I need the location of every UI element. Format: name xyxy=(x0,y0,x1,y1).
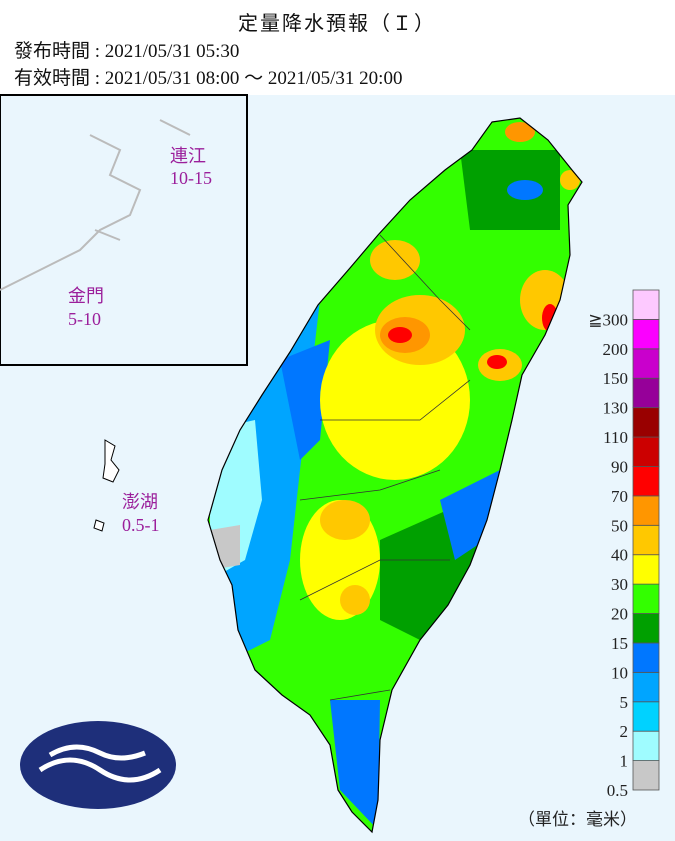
legend-swatch xyxy=(632,407,660,438)
legend-label: 200 xyxy=(603,340,629,359)
island-range: 0.5-1 xyxy=(122,515,160,535)
legend: 0.5 1 2 5 10 15 20 30 40 50 70 90 110 130 150 200 ≧300 xyxy=(588,289,660,800)
inset-box xyxy=(0,94,248,366)
legend-swatch xyxy=(632,436,660,467)
legend-label: 20 xyxy=(611,605,628,624)
legend-swatch xyxy=(632,554,660,585)
legend-label: 2 xyxy=(620,722,629,741)
legend-swatch xyxy=(632,760,660,791)
legend-label: 1 xyxy=(620,752,629,771)
island-name: 澎湖 xyxy=(122,492,158,512)
legend-label: 90 xyxy=(611,457,628,476)
legend-swatch xyxy=(632,524,660,556)
legend-label: 0.5 xyxy=(607,781,628,800)
legend-label: 150 xyxy=(603,369,629,388)
logo-wave xyxy=(38,744,162,783)
island-name: 連江 xyxy=(170,146,206,166)
legend-label: 130 xyxy=(603,399,629,418)
legend-label: 5 xyxy=(620,693,629,712)
legend-swatch xyxy=(632,466,660,497)
county-borders xyxy=(299,234,471,701)
issued-time: 發布時間 : 2021/05/31 05:30 xyxy=(14,40,239,62)
legend-label: ≧300 xyxy=(588,310,628,329)
legend-label: 50 xyxy=(611,516,628,535)
unit-label: （單位：毫米） xyxy=(518,810,637,829)
legend-swatch xyxy=(632,583,660,614)
island-range: 5-10 xyxy=(68,309,101,329)
legend-swatch xyxy=(632,613,660,644)
penghu xyxy=(93,439,120,532)
legend-label: 10 xyxy=(611,663,628,682)
island-range: 10-15 xyxy=(170,168,212,188)
logo xyxy=(20,721,176,809)
valid-time: 有效時間 : 2021/05/31 08:00 ～ 2021/05/31 20:… xyxy=(14,67,402,89)
legend-swatch xyxy=(632,319,660,350)
title: 定量降水預報（Ｉ） xyxy=(238,12,436,35)
legend-swatch xyxy=(632,348,660,379)
legend-swatch xyxy=(632,289,660,320)
legend-swatch xyxy=(632,701,660,732)
legend-label: 15 xyxy=(611,634,628,653)
legend-label: 30 xyxy=(611,575,628,594)
legend-label: 110 xyxy=(603,428,628,447)
legend-label: 40 xyxy=(611,546,628,565)
island-name: 金門 xyxy=(68,286,104,306)
legend-swatch xyxy=(632,730,660,761)
legend-swatch xyxy=(632,377,660,409)
legend-swatch xyxy=(632,495,660,526)
legend-swatch xyxy=(632,642,660,673)
legend-swatch xyxy=(632,671,660,703)
legend-label: 70 xyxy=(611,487,628,506)
taiwan-outline xyxy=(207,117,583,834)
coastline xyxy=(0,119,191,291)
